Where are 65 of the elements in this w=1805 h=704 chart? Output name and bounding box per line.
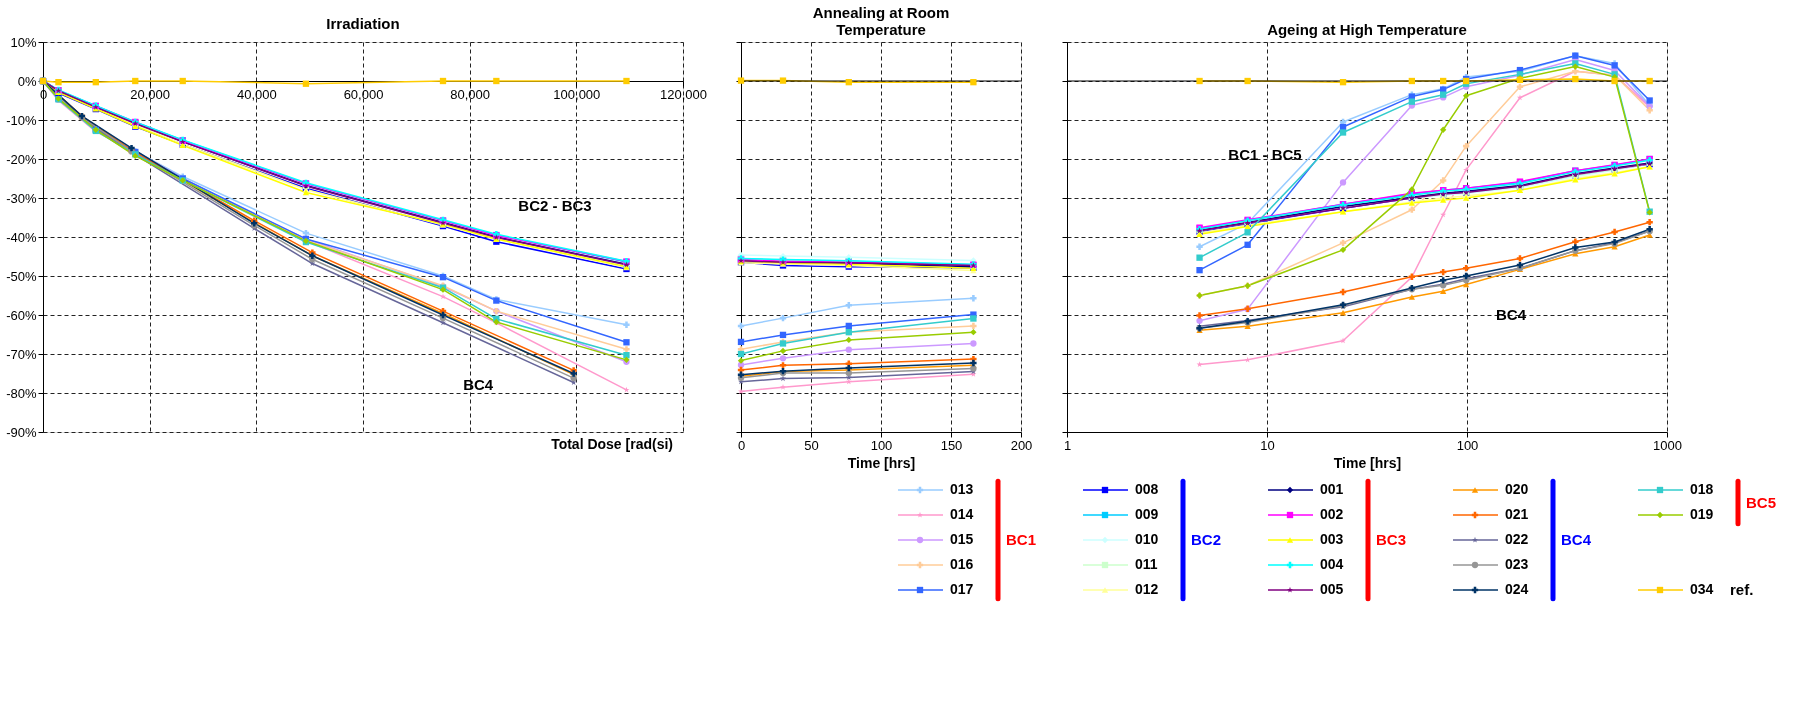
legend-label: 001 xyxy=(1320,481,1344,497)
x-axis-title: Time [hrs] xyxy=(847,454,916,471)
legend-label: 017 xyxy=(950,581,974,597)
text: BC4 xyxy=(1561,531,1592,548)
x-tick-label: 120,000 xyxy=(660,86,707,102)
x-axis-title: Time [hrs] xyxy=(1333,454,1402,471)
legend-label: 023 xyxy=(1505,556,1529,572)
y-tick-label: -80% xyxy=(6,385,37,401)
x-tick-label: 40,000 xyxy=(236,86,277,102)
legend-label: 010 xyxy=(1135,531,1159,547)
x-tick-label: 1 xyxy=(1063,437,1072,453)
y-tick-label: -50% xyxy=(6,268,37,284)
y-tick-label: 10% xyxy=(10,34,37,50)
y-tick-label: -10% xyxy=(6,112,37,128)
x-tick-label: 60,000 xyxy=(343,86,384,102)
text: BC3 xyxy=(1376,531,1407,548)
legend-label: 004 xyxy=(1320,556,1344,572)
x-tick-label: 80,000 xyxy=(450,86,491,102)
x-tick-label: 100 xyxy=(870,437,893,453)
legend-label: 018 xyxy=(1690,481,1714,497)
annotation: BC2 - BC3 xyxy=(518,196,592,214)
text: BC1 xyxy=(1006,531,1037,548)
x-tick-label: 1000 xyxy=(1653,437,1682,453)
y-tick-label: -40% xyxy=(6,229,37,245)
legend-label: 009 xyxy=(1135,506,1159,522)
x-tick-label: 150 xyxy=(940,437,963,453)
x-tick-label: 10 xyxy=(1260,437,1275,453)
legend-label: 014 xyxy=(950,506,974,522)
x-tick-label: 100,000 xyxy=(553,86,601,102)
legend-label: 013 xyxy=(950,481,974,497)
text: BC5 xyxy=(1746,493,1777,511)
legend-label: 005 xyxy=(1320,581,1344,597)
legend-label: 016 xyxy=(950,556,974,572)
legend-label: 011 xyxy=(1135,556,1158,572)
x-tick-label: 20,000 xyxy=(130,86,171,102)
legend-label: 008 xyxy=(1135,481,1159,497)
legend-label: 021 xyxy=(1505,506,1529,522)
annotation: BC1 - BC5 xyxy=(1228,146,1302,164)
chart-title: Annealing at Room Temperature xyxy=(812,3,950,38)
annotation: BC4 xyxy=(1495,306,1527,323)
annotation: BC4 xyxy=(463,376,494,394)
legend-label: 024 xyxy=(1505,581,1529,597)
text: ref. xyxy=(1730,581,1754,598)
y-tick-label: -90% xyxy=(6,424,37,440)
x-tick-label: 50 xyxy=(804,437,819,453)
legend-label: 012 xyxy=(1135,581,1159,597)
chart-title: Ageing at High Temperature xyxy=(1267,20,1467,38)
y-tick-label: -20% xyxy=(6,151,37,167)
x-tick-label: 0 xyxy=(737,437,746,453)
legend-label: 034 xyxy=(1690,581,1714,597)
y-tick-label: -30% xyxy=(6,190,37,206)
legend-label: 002 xyxy=(1320,506,1344,522)
chart-title: Irradiation xyxy=(326,15,400,32)
legend-label: 022 xyxy=(1505,531,1529,547)
legend-label: 015 xyxy=(950,531,974,547)
x-axis-title: Total Dose [rad(si) xyxy=(551,436,673,452)
text: BC2 xyxy=(1191,531,1222,548)
x-tick-label: 200 xyxy=(1010,437,1033,453)
y-tick-label: -70% xyxy=(6,346,37,362)
y-tick-label: -60% xyxy=(6,307,37,323)
legend-label: 020 xyxy=(1505,481,1529,497)
legend-label: 003 xyxy=(1320,531,1344,547)
y-tick-label: 0% xyxy=(17,73,37,89)
x-tick-label: 100 xyxy=(1456,437,1479,453)
legend-label: 019 xyxy=(1690,506,1714,522)
